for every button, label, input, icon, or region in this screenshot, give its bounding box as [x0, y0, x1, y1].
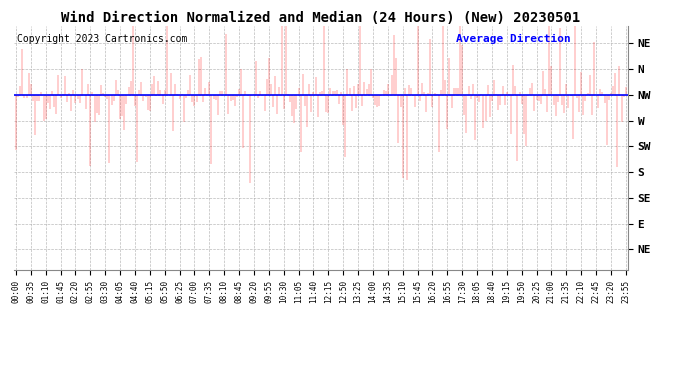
Text: Average Direction: Average Direction [456, 34, 571, 44]
Text: Copyright 2023 Cartronics.com: Copyright 2023 Cartronics.com [17, 34, 187, 44]
Title: Wind Direction Normalized and Median (24 Hours) (New) 20230501: Wind Direction Normalized and Median (24… [61, 11, 580, 25]
